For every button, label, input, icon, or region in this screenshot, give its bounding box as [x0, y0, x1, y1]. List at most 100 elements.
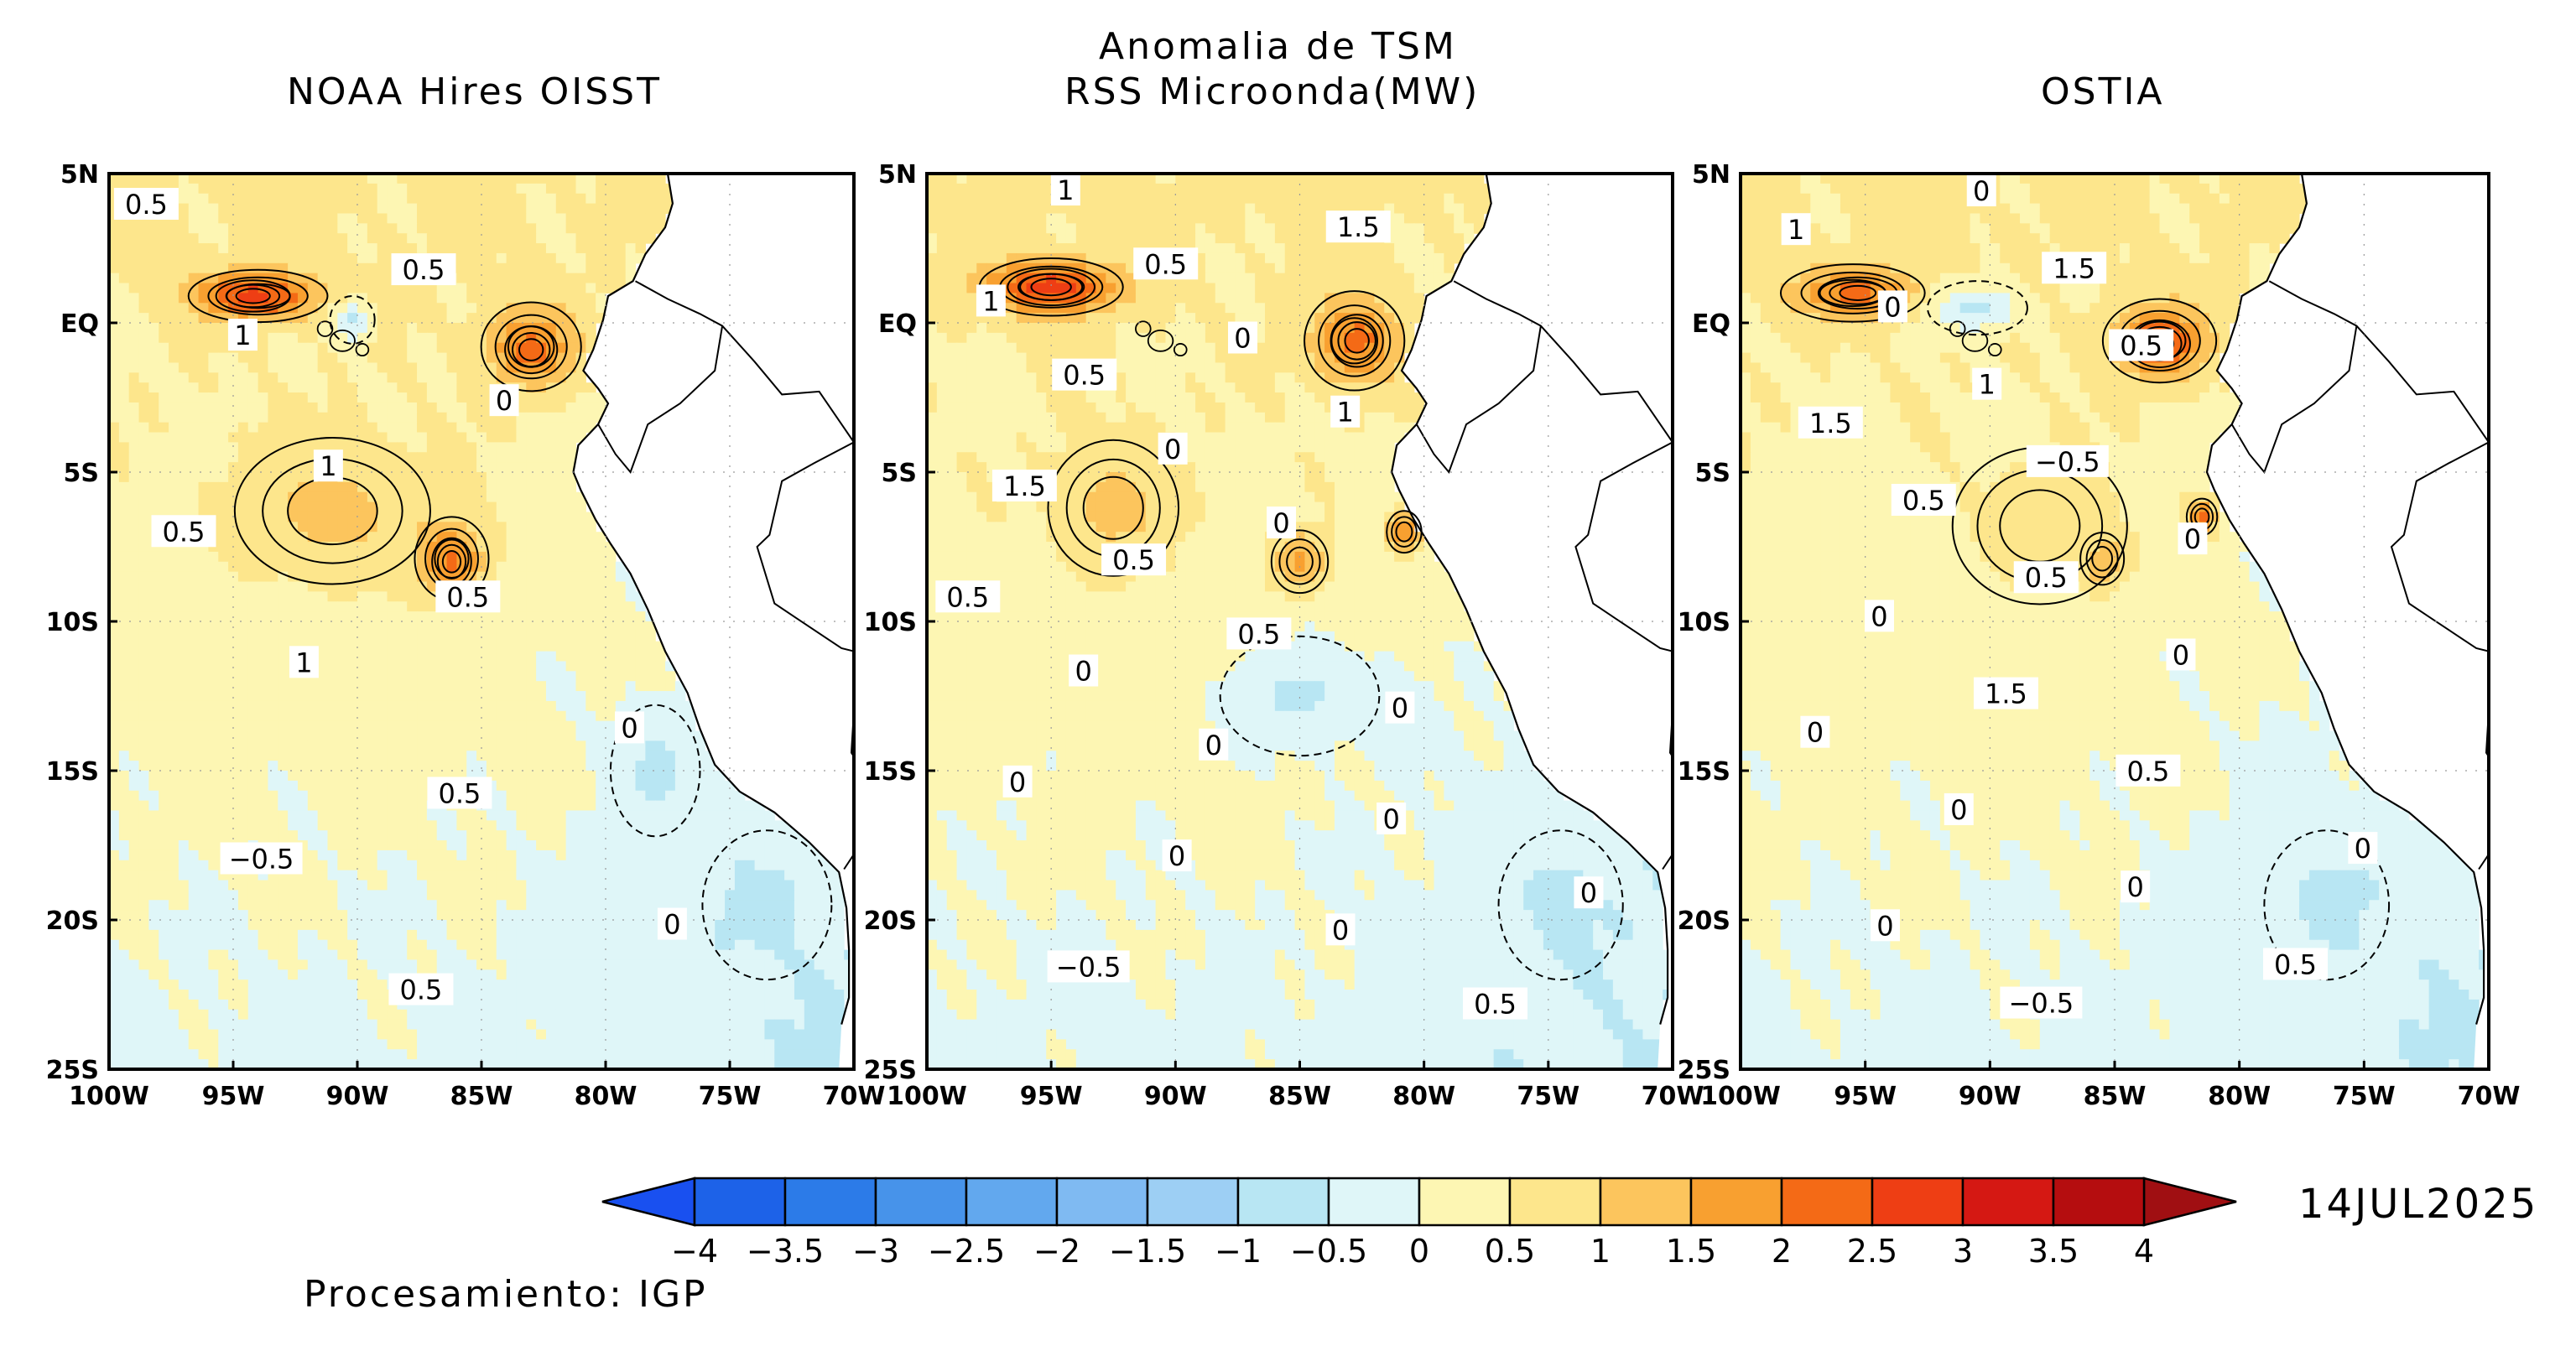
contour-line [701, 829, 833, 981]
colorbar-label: 0.5 [1485, 1233, 1535, 1270]
contour-label-box [1162, 839, 1192, 872]
contour-label: 0 [2126, 871, 2143, 903]
lat-tick-label: 10S [46, 608, 99, 637]
colorbar-swatch [1418, 1177, 1512, 1227]
colorbar-swatch [1689, 1177, 1783, 1227]
contour-label: 0 [1009, 766, 1026, 798]
contour-label-box [1133, 247, 1199, 280]
figure-subtitle: RSS Microonda(MW) [1064, 70, 1481, 113]
contour-label: 0.5 [946, 581, 989, 613]
colorbar-label: 3.5 [2028, 1233, 2079, 1270]
lat-tick-label: 20S [46, 907, 99, 936]
contour-line [2101, 298, 2218, 384]
contour-label-box [1966, 174, 1996, 207]
lon-tick-label: 95W [202, 1082, 265, 1111]
contour-label: 0 [664, 909, 680, 941]
contour-label: 0 [1075, 656, 1091, 688]
contour-label: 1.5 [2053, 252, 2095, 284]
contour-label-box [1972, 367, 2002, 400]
galapagos-island [329, 329, 356, 352]
date-label: 14JUL2025 [2298, 1181, 2539, 1228]
contour-line [494, 314, 568, 380]
lon-tick-label: 85W [450, 1082, 513, 1111]
colorbar-swatch [1146, 1177, 1240, 1227]
contour-label-box [151, 515, 216, 548]
contour-line [2085, 538, 2119, 579]
figure-title: Anomalia de TSM [1099, 25, 1457, 68]
contour-label: 0.5 [1112, 544, 1155, 576]
contour-label: 0 [1272, 507, 1289, 539]
contour-line [187, 268, 329, 324]
lat-tick-label: EQ [878, 309, 917, 339]
contour-label-box [1199, 728, 1229, 761]
contour-line [1219, 635, 1381, 757]
contour-line [1030, 278, 1072, 297]
lat-tick-label: 10S [1678, 608, 1730, 637]
lat-tick-label: 20S [1678, 907, 1730, 936]
colorbar-label: −1.5 [1109, 1233, 1186, 1270]
contour-label: 0.5 [1063, 360, 1106, 392]
national-border [843, 710, 854, 870]
contour-label: 0.5 [438, 777, 481, 809]
contour-label-box [991, 469, 1057, 501]
contour-line [1019, 273, 1084, 301]
colorbar-swatch [1508, 1177, 1602, 1227]
colorbar-swatch [1961, 1177, 2055, 1227]
contour-label: 0 [621, 712, 637, 744]
colorbar: −4 −3.5 −3 −2.5 −2 −1.5 −1 −0.5 0 0.5 1 1.5 2 2.5 3 3.5… [601, 1177, 2237, 1270]
lat-tick-label: 15S [46, 757, 99, 787]
national-border [1453, 280, 1673, 443]
lat-tick-label: 5S [64, 459, 99, 488]
colorbar-swatch [783, 1177, 877, 1227]
colorbar-label: −1 [1215, 1233, 1262, 1270]
contour-line [1337, 321, 1376, 361]
contour-label-box [2109, 329, 2174, 361]
lon-tick-label: 80W [575, 1082, 637, 1111]
contour-line [226, 283, 281, 309]
contour-label: 0 [1580, 877, 1597, 909]
colorbar-swatch [2052, 1177, 2146, 1227]
contour-line [609, 704, 701, 838]
lon-tick-label: 75W [2333, 1082, 2396, 1111]
colorbar-swatch [1871, 1177, 1965, 1227]
lon-tick-label: 90W [1959, 1082, 2022, 1111]
contour-label: 0.5 [2025, 562, 2068, 594]
national-border [2478, 710, 2489, 870]
contour-line [1330, 314, 1384, 368]
contour-label-box [2026, 444, 2109, 477]
contour-label-box [2115, 754, 2181, 787]
lon-tick-label: 75W [699, 1082, 762, 1111]
lat-tick-label: 20S [864, 907, 917, 936]
contour-label: 1 [295, 647, 312, 678]
national-border [756, 441, 854, 652]
contour-label-box [1052, 358, 1117, 391]
national-border [597, 325, 724, 474]
contour-line [1318, 304, 1392, 377]
colorbar-swatch [693, 1177, 787, 1227]
contour-line [1278, 538, 1321, 585]
colorbar-swatch [1327, 1177, 1421, 1227]
contour-label: 0 [1392, 693, 1408, 725]
contour-label-box [2263, 948, 2329, 980]
galapagos-island [355, 343, 370, 357]
lon-tick-label: 80W [1392, 1082, 1455, 1111]
lat-tick-label: 5S [1695, 459, 1730, 488]
contour-label-box [1101, 543, 1167, 576]
contour-label: 0 [1950, 794, 1967, 826]
colorbar-swatch [1236, 1177, 1330, 1227]
contour-label-box [2121, 870, 2151, 903]
contour-label: 0.5 [2274, 948, 2317, 980]
contour-label-box [2000, 986, 2083, 1019]
contour-label-box [1158, 432, 1188, 465]
colorbar-label: 1 [1590, 1233, 1611, 1270]
coastline [1390, 174, 1669, 1025]
contour-line [215, 279, 291, 313]
colorbar-label: −2 [1033, 1233, 1080, 1270]
contour-label: 0.5 [403, 254, 445, 286]
contour-label-box [1050, 174, 1080, 206]
contour-label: 1.5 [1809, 408, 1852, 439]
contour-label: 1 [1057, 174, 1074, 206]
colorbar-label: −3.5 [747, 1233, 824, 1270]
contour-label: 0 [1205, 730, 1222, 761]
contour-label-box [657, 907, 687, 940]
